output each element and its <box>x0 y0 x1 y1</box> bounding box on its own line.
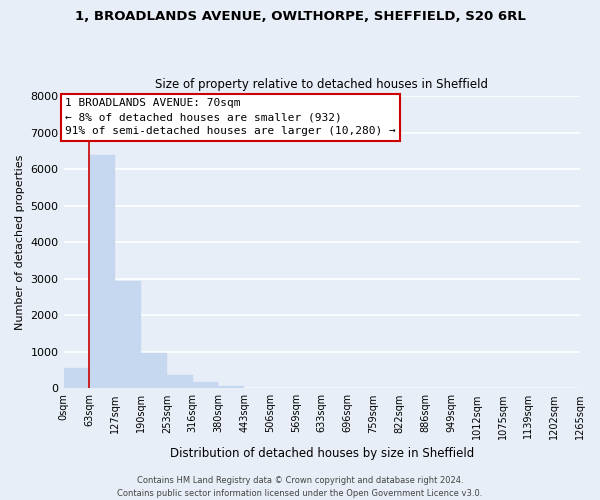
Bar <box>167 374 193 388</box>
Text: Contains HM Land Registry data © Crown copyright and database right 2024.
Contai: Contains HM Land Registry data © Crown c… <box>118 476 482 498</box>
Bar <box>64 368 89 388</box>
Text: 1, BROADLANDS AVENUE, OWLTHORPE, SHEFFIELD, S20 6RL: 1, BROADLANDS AVENUE, OWLTHORPE, SHEFFIE… <box>74 10 526 23</box>
Bar <box>115 280 141 388</box>
Bar <box>89 154 115 388</box>
X-axis label: Distribution of detached houses by size in Sheffield: Distribution of detached houses by size … <box>170 447 474 460</box>
Bar <box>193 382 218 388</box>
Y-axis label: Number of detached properties: Number of detached properties <box>15 154 25 330</box>
Bar <box>141 352 167 388</box>
Text: 1 BROADLANDS AVENUE: 70sqm
← 8% of detached houses are smaller (932)
91% of semi: 1 BROADLANDS AVENUE: 70sqm ← 8% of detac… <box>65 98 396 136</box>
Bar <box>218 386 244 388</box>
Title: Size of property relative to detached houses in Sheffield: Size of property relative to detached ho… <box>155 78 488 91</box>
